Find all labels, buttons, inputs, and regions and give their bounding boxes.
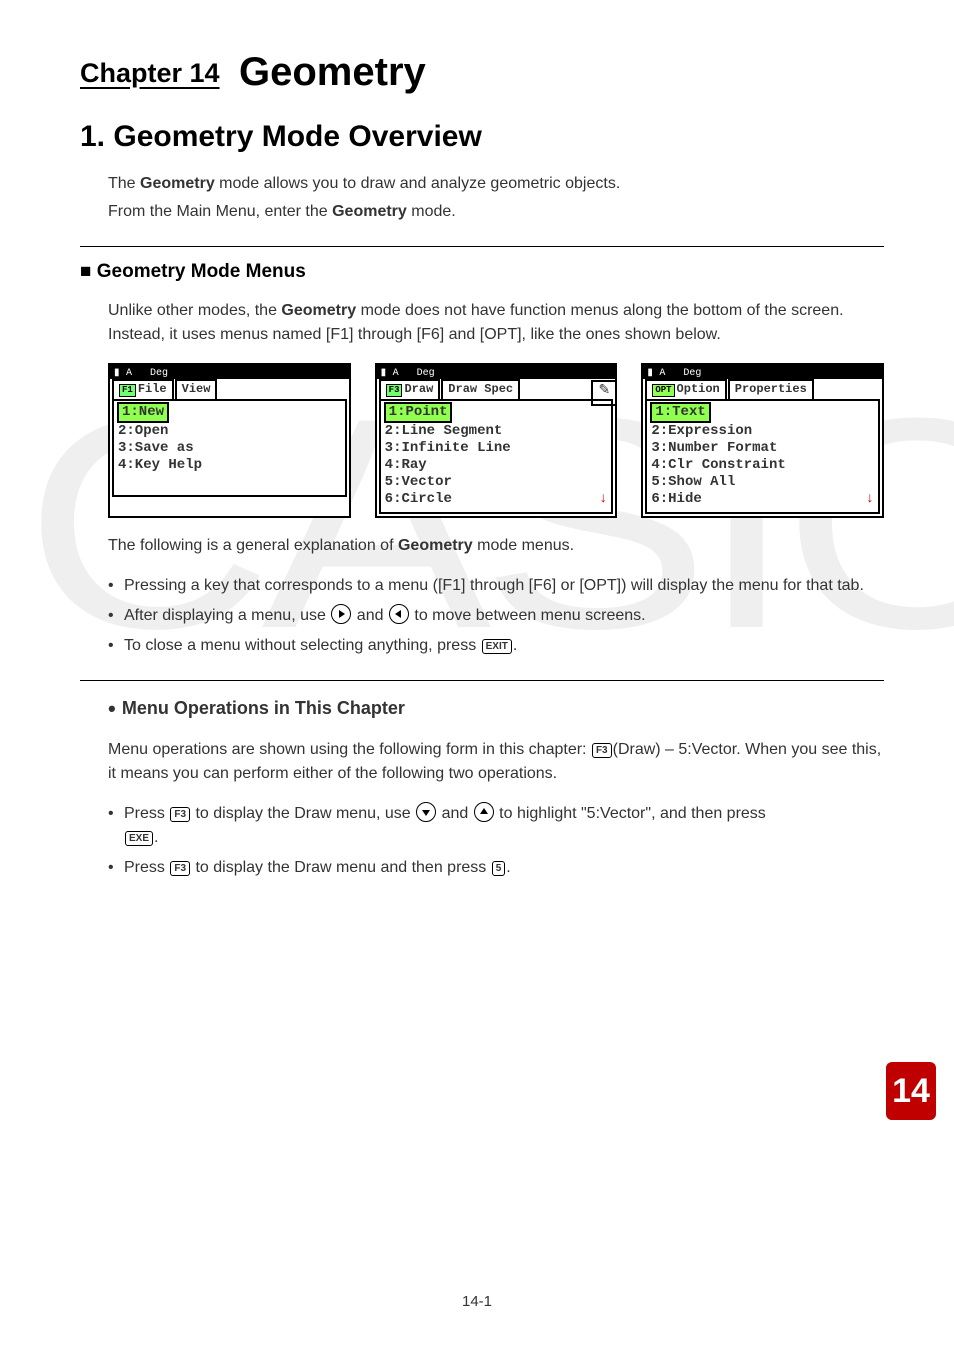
screenshots-row: ▮ADeg F1File View 1:New 2:Open 3:Save as… [108,363,884,518]
divider [80,246,884,247]
menu-item: 2:Expression [651,423,874,440]
left-arrow-key-icon [389,604,409,624]
menu-item: 3:Save as [118,440,341,457]
bullet-item: To close a menu without selecting anythi… [108,634,884,658]
five-key-icon: 5 [492,861,506,876]
menu-item: 3:Number Format [651,440,874,457]
down-arrow-key-icon [416,802,436,822]
bullet-item: Pressing a key that corresponds to a men… [108,574,884,598]
tab-draw-spec: Draw Spec [441,379,520,399]
chapter-title-line: Chapter 14 Geometry [80,50,884,95]
menu-item: 2:Line Segment [385,423,608,440]
screen-file-menu: ▮ADeg F1File View 1:New 2:Open 3:Save as… [108,363,351,518]
menu-operations-heading: Menu Operations in This Chapter [108,695,884,722]
screen-option-menu: ▮ADeg OPTOption Properties 1:Text 2:Expr… [641,363,884,518]
menus-intro: Unlike other modes, the Geometry mode do… [108,299,884,347]
bullet-item: Press F3 to display the Draw menu and th… [108,856,884,880]
page-number: 14-1 [0,1293,954,1310]
menu-item: 4:Key Help [118,457,341,474]
tab-view: View [175,379,218,399]
exe-key-icon: EXE [125,831,153,846]
after-screens-p: The following is a general explanation o… [108,534,884,558]
chapter-title: Geometry [239,50,426,94]
menu-item: 5:Show All [651,474,874,491]
tab-file: F1File [112,379,174,399]
menu-item: 1:New [117,402,169,423]
chapter-label: Chapter 14 [80,58,220,88]
menu-item: 3:Infinite Line [385,440,608,457]
chapter-badge: 14 [886,1062,936,1120]
f3-key-icon: F3 [592,743,612,758]
f3-key-icon: F3 [170,807,190,822]
section-1-heading: 1. Geometry Mode Overview [80,120,884,154]
menu-item: 6:Hide [651,491,874,508]
bullet-list-1: Pressing a key that corresponds to a men… [108,574,884,658]
menu-item: 1:Point [384,402,453,423]
divider [80,680,884,681]
geometry-mode-menus-heading: Geometry Mode Menus [80,261,884,283]
scroll-down-icon: ↓ [866,489,874,510]
bullet-item: After displaying a menu, use and to move… [108,604,884,628]
ops-intro: Menu operations are shown using the foll… [108,738,884,786]
tab-draw: F3Draw [379,379,441,399]
menu-item: 4:Clr Constraint [651,457,874,474]
menu-item: 1:Text [650,402,710,423]
right-arrow-key-icon [331,604,351,624]
menu-item: 2:Open [118,423,341,440]
menu-item: 6:Circle [385,491,608,508]
menu-item: 5:Vector [385,474,608,491]
exit-key-icon: EXIT [482,639,512,654]
bullet-item: Press F3 to display the Draw menu, use a… [108,802,884,850]
tab-properties: Properties [728,379,814,399]
scroll-down-icon: ↓ [599,489,607,510]
f3-key-icon: F3 [170,861,190,876]
intro-p2: From the Main Menu, enter the Geometry m… [108,200,884,224]
intro-p1: The Geometry mode allows you to draw and… [108,172,884,196]
up-arrow-key-icon [474,802,494,822]
menu-item: 4:Ray [385,457,608,474]
screen-draw-menu: ▮ADeg ✎ F3Draw Draw Spec 1:Point 2:Line … [375,363,618,518]
tab-option: OPTOption [645,379,726,399]
bullet-list-2: Press F3 to display the Draw menu, use a… [108,802,884,880]
